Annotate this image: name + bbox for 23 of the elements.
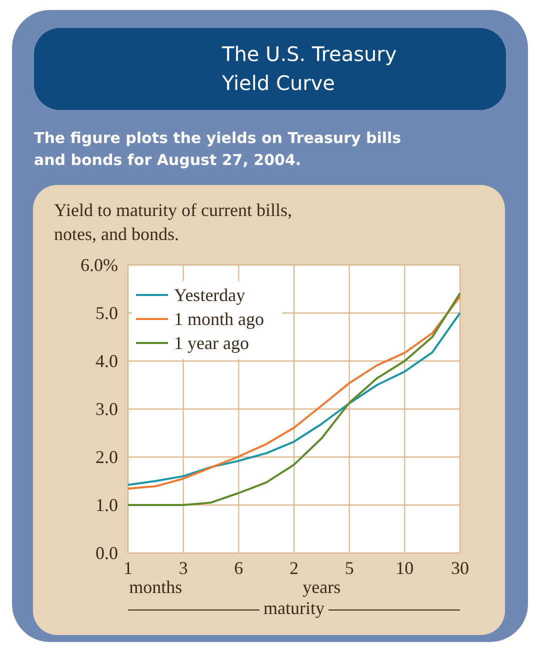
x-tick-label: 30: [451, 558, 469, 578]
text: years: [302, 577, 341, 597]
chart-title: The U.S. Treasury Yield Curve: [221, 42, 397, 95]
x-tick-label: 10: [396, 558, 414, 578]
y-tick-label: 2.0: [96, 446, 118, 467]
text: months: [129, 577, 182, 597]
y-axis-title: Yield to maturity of current bills, notes, and bonds.: [54, 200, 292, 244]
x-tick-label: 6: [234, 558, 244, 578]
y-tick-label: 0.0: [96, 542, 118, 563]
x-tick-label: 1: [124, 558, 132, 578]
x-tick-label: 2: [290, 558, 298, 578]
y-tick-label: 3.0: [96, 398, 118, 419]
chart-subtitle: The figure plots the yields on Treasury bills and bonds for August 27, 2004.: [34, 129, 402, 169]
y-tick-label: 1.0: [96, 494, 118, 515]
y-tick-label: 6.0%: [80, 254, 118, 275]
x-tick-label: 3: [178, 558, 188, 578]
x-axis-title: maturity: [264, 598, 324, 618]
legend-label: 1 year ago: [174, 333, 249, 353]
legend-label: 1 month ago: [174, 309, 264, 329]
y-tick-label: 5.0: [96, 302, 118, 323]
x-tick-label: 5: [344, 558, 354, 578]
y-tick-label: 4.0: [96, 350, 118, 371]
legend-label: Yesterday: [174, 285, 246, 305]
